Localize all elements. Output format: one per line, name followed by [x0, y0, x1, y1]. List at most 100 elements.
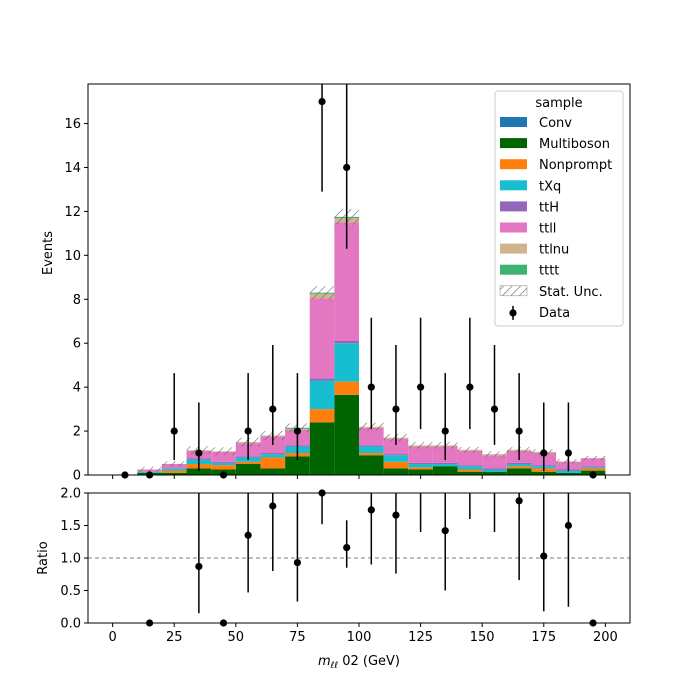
data-point-8 — [318, 97, 326, 106]
bar-txq-bin-12 — [408, 464, 433, 468]
data-point-13 — [441, 427, 449, 435]
data-point-9 — [343, 163, 351, 172]
bar-nonprompt-bin-4 — [211, 465, 236, 470]
bar-txq-bin-9 — [334, 343, 359, 382]
bar-tth-bin-9 — [334, 341, 359, 344]
main-y-axis-label: Events — [41, 231, 56, 275]
data-point-11 — [392, 405, 400, 413]
bar-ttll-bin-12 — [408, 446, 433, 463]
bar-ttll-bin-8 — [309, 298, 335, 379]
bar-nonprompt-bin-16 — [506, 466, 532, 469]
ratio-ytick-label-0.0: 0.0 — [60, 617, 81, 632]
bar-txq-bin-10 — [359, 446, 384, 454]
ratio-x-ticks: 0 25 50 75 100 125 150 175 200 — [108, 623, 618, 645]
ratio-y-axis-label: Ratio — [36, 541, 51, 574]
stat-unc-bin-1 — [137, 466, 162, 473]
legend-items: Conv Multiboson Nonprompt tXq ttH ttll ttlnu tt… — [499, 116, 612, 321]
ratio-point-9 — [392, 511, 400, 519]
bar-txq-bin-6 — [260, 454, 286, 458]
bar-nonprompt-bin-12 — [408, 467, 433, 470]
ratio-point-7 — [343, 544, 351, 552]
bar-tth-bin-12 — [408, 462, 433, 465]
bar-txq-bin-8 — [309, 380, 335, 410]
bar-multiboson-bin-16 — [506, 468, 532, 475]
bar-nonprompt-bin-2 — [161, 470, 187, 473]
bar-nonprompt-bin-5 — [235, 461, 261, 465]
bar-tth-bin-10 — [359, 445, 384, 447]
ratio-panel: 0.0 0.5 1.0 1.5 2.0 0 25 50 75 100 125 150 175 200 R… — [36, 487, 631, 671]
bar-tth-bin-13 — [432, 462, 458, 465]
bar-multiboson-bin-18 — [556, 472, 581, 475]
legend-swatch-ttll — [500, 222, 527, 233]
main-ytick-label-4: 4 — [73, 381, 81, 396]
bar-txq-bin-14 — [457, 466, 483, 470]
stat-unc-bin-14 — [457, 446, 483, 453]
bar-tth-bin-19 — [580, 466, 606, 468]
data-point-17 — [540, 449, 548, 457]
data-point-6 — [269, 405, 277, 413]
legend-title: sample — [535, 96, 582, 111]
ratio-point-1 — [195, 562, 203, 571]
legend-swatch-tth — [500, 201, 527, 212]
ratio-point-11 — [441, 527, 449, 535]
bar-nonprompt-bin-10 — [359, 453, 384, 456]
ratio-point-16 — [564, 521, 573, 530]
bar-tth-bin-16 — [506, 462, 532, 465]
bar-multiboson-bin-14 — [457, 471, 483, 475]
ratio-point-3 — [244, 531, 252, 539]
legend-swatch-nonprompt — [500, 159, 527, 170]
ratio-point-5 — [293, 558, 302, 567]
main-ytick-label-6: 6 — [73, 337, 81, 352]
bar-multiboson-bin-10 — [359, 455, 384, 475]
ratio-axes-frame — [87, 492, 631, 624]
bar-nonprompt-bin-9 — [334, 381, 359, 395]
legend-swatch-tttt — [500, 264, 527, 275]
bar-multiboson-bin-13 — [432, 466, 458, 475]
bar-nonprompt-bin-11 — [383, 461, 409, 469]
bar-multiboson-bin-2 — [161, 472, 187, 475]
data-points — [121, 84, 597, 479]
data-point-7 — [293, 427, 302, 435]
bar-multiboson-bin-8 — [309, 422, 335, 475]
bar-multiboson-bin-15 — [482, 471, 507, 475]
ratio-ytick-label-2.0: 2.0 — [60, 487, 81, 502]
ratio-ytick-label-1.0: 1.0 — [60, 552, 81, 567]
legend-swatch-stat-unc — [499, 285, 528, 297]
data-point-14 — [466, 383, 474, 391]
bar-multiboson-bin-3 — [186, 468, 212, 475]
main-ytick-label-16: 16 — [64, 117, 81, 132]
main-ytick-label-14: 14 — [64, 161, 81, 176]
stat-unc-bin-8 — [309, 286, 335, 300]
ratio-y-ticks: 0.0 0.5 1.0 1.5 2.0 — [60, 487, 88, 632]
legend: sample Conv Multiboson Nonprompt tXq ttH ttll… — [494, 90, 624, 327]
main-x-ticks — [112, 475, 606, 479]
bar-multiboson-bin-17 — [531, 471, 557, 475]
bar-txq-bin-4 — [211, 462, 236, 466]
legend-label-data: Data — [539, 306, 570, 321]
stat-unc-bin-19 — [580, 455, 606, 461]
ratio-xtick-label-175: 175 — [531, 630, 556, 645]
bar-nonprompt-bin-8 — [309, 409, 335, 423]
ratio-xtick-label-50: 50 — [228, 630, 245, 645]
stat-unc-bin-12 — [408, 442, 433, 449]
bar-ttll-bin-15 — [482, 455, 507, 469]
bar-nonprompt-bin-14 — [457, 469, 483, 472]
legend-label-multiboson: Multiboson — [539, 137, 610, 152]
ratio-xtick-label-125: 125 — [408, 630, 433, 645]
bar-txq-bin-18 — [556, 470, 581, 473]
legend-label-ttlnu: ttlnu — [539, 243, 569, 258]
bar-ttll-bin-11 — [383, 438, 409, 455]
bar-txq-bin-2 — [161, 468, 187, 471]
main-y-ticks: 0 2 4 6 8 10 12 14 16 — [64, 117, 88, 484]
data-point-15 — [490, 405, 499, 413]
data-point-12 — [416, 383, 425, 391]
legend-data-marker — [509, 309, 517, 317]
stat-unc-bin-2 — [161, 461, 187, 467]
bar-txq-bin-13 — [432, 464, 458, 467]
bar-ttll-bin-14 — [457, 450, 483, 466]
bar-txq-bin-19 — [580, 467, 606, 469]
data-point-5 — [244, 427, 252, 435]
legend-label-txq: tXq — [539, 179, 561, 194]
bar-tth-bin-11 — [383, 454, 409, 456]
